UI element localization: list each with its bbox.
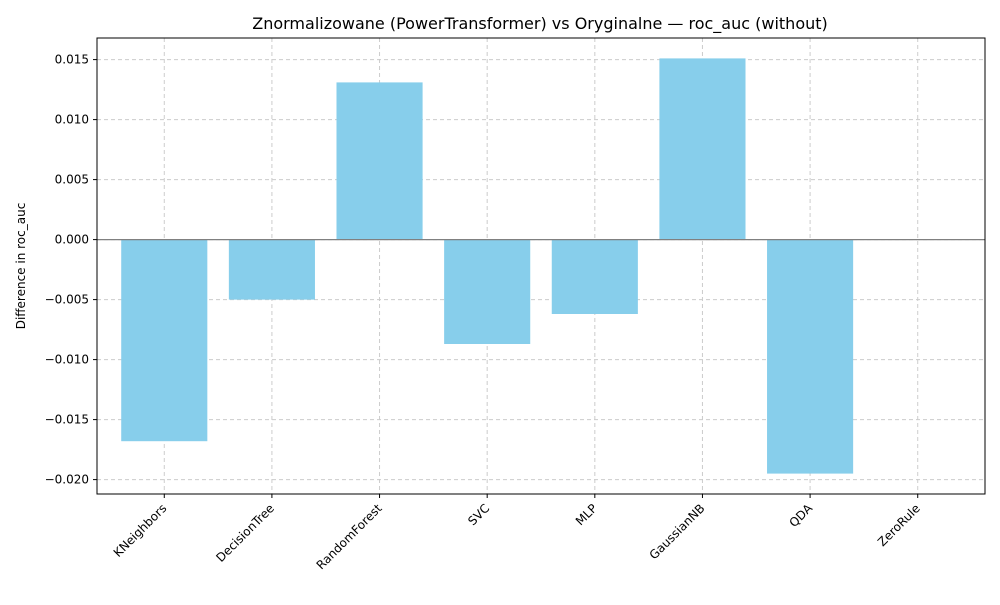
bar-kneighbors <box>121 239 208 442</box>
y-tick-label: −0.005 <box>45 293 89 307</box>
bar-randomforest <box>336 82 423 240</box>
y-tick-label: 0.005 <box>55 173 89 187</box>
bar-qda <box>767 239 854 474</box>
x-axis-ticks: KNeighbors DecisionTree RandomForest SVC MLP… <box>111 494 923 572</box>
x-tick-label: QDA <box>786 501 815 530</box>
x-tick-label: ZeroRule <box>875 501 923 549</box>
y-tick-label: −0.010 <box>45 353 89 367</box>
x-tick-label: KNeighbors <box>111 501 170 560</box>
y-axis-label: Difference in roc_auc <box>14 203 28 330</box>
y-tick-label: −0.020 <box>45 473 89 487</box>
y-tick-label: 0.010 <box>55 113 89 127</box>
bars <box>121 58 854 474</box>
x-tick-label: DecisionTree <box>213 501 277 565</box>
bar-svc <box>444 239 531 344</box>
y-axis-ticks: 0.015 0.010 0.005 0.000 −0.005 −0.010 −0.015 −0… <box>45 53 97 487</box>
x-tick-label: RandomForest <box>314 501 385 572</box>
bar-mlp <box>551 239 638 314</box>
y-tick-label: −0.015 <box>45 413 89 427</box>
chart-title: Znormalizowane (PowerTransformer) vs Ory… <box>252 14 828 34</box>
plot-frame <box>96 37 986 495</box>
x-tick-label: MLP <box>573 501 600 528</box>
y-tick-label: 0.000 <box>55 233 89 247</box>
x-tick-label: GaussianNB <box>647 501 708 562</box>
y-tick-label: 0.015 <box>55 53 89 67</box>
bar-gaussiannb <box>659 58 746 240</box>
x-tick-label: SVC <box>465 501 492 528</box>
bar-decisiontree <box>228 239 315 300</box>
